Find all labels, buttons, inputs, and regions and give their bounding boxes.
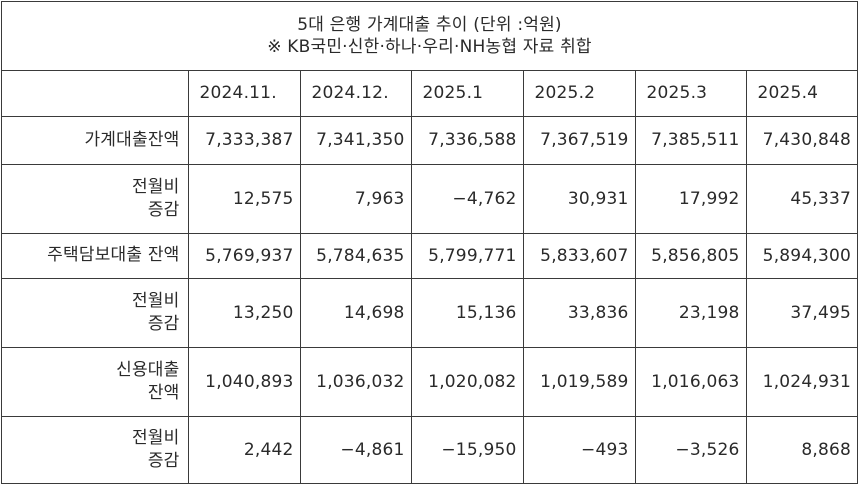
table-cell: 7,385,511: [634, 115, 747, 165]
table-row: 전월비 증감 12,575 7,963 −4,762 30,931 17,992 …: [2, 163, 857, 234]
table-caption: 5대 은행 가계대출 추이 (단위 :억원) ※ KB국민·신한·하나·우리·N…: [2, 2, 857, 71]
table-cell: 5,769,937: [187, 232, 301, 279]
table-cell: 1,036,032: [299, 346, 412, 417]
table-cell: −4,861: [299, 415, 412, 483]
table-cell: 7,430,848: [745, 115, 857, 165]
column-header: 2025.1: [410, 71, 524, 117]
table-cell: 1,019,589: [522, 346, 636, 417]
table-cell: −3,526: [634, 415, 747, 483]
table-cell: 8,868: [745, 415, 857, 483]
table-cell: 14,698: [299, 277, 412, 348]
table-cell: 30,931: [522, 163, 636, 234]
table-cell: 5,894,300: [745, 232, 857, 279]
row-label: 신용대출 잔액: [2, 346, 189, 417]
table-cell: 33,836: [522, 277, 636, 348]
column-header: 2024.12.: [299, 71, 412, 117]
column-header: 2024.11.: [187, 71, 301, 117]
table-cell: 2,442: [187, 415, 301, 483]
table-cell: −493: [522, 415, 636, 483]
table-cell: 5,856,805: [634, 232, 747, 279]
table-cell: 15,136: [410, 277, 524, 348]
table-cell: 45,337: [745, 163, 857, 234]
table-cell: 23,198: [634, 277, 747, 348]
table-source-note: ※ KB국민·신한·하나·우리·NH농협 자료 취합: [267, 37, 592, 57]
table-cell: 1,040,893: [187, 346, 301, 417]
table-cell: 7,341,350: [299, 115, 412, 165]
table-title: 5대 은행 가계대출 추이 (단위 :억원): [297, 15, 562, 35]
table-row: 가계대출잔액 7,333,387 7,341,350 7,336,588 7,3…: [2, 115, 857, 165]
column-header: 2025.2: [522, 71, 636, 117]
table-cell: −4,762: [410, 163, 524, 234]
table-row: 주택담보대출 잔액 5,769,937 5,784,635 5,799,771 …: [2, 232, 857, 279]
row-label: 가계대출잔액: [2, 115, 189, 165]
table-row: 전월비 증감 13,250 14,698 15,136 33,836 23,198…: [2, 277, 857, 348]
table-cell: 1,016,063: [634, 346, 747, 417]
table-row: 전월비 증감 2,442 −4,861 −15,950 −493 −3,526 8…: [2, 415, 857, 483]
table-cell: 13,250: [187, 277, 301, 348]
table-cell: 7,963: [299, 163, 412, 234]
column-header: 2025.3: [634, 71, 747, 117]
table-cell: 1,020,082: [410, 346, 524, 417]
table-cell: 5,799,771: [410, 232, 524, 279]
row-label: 주택담보대출 잔액: [2, 232, 189, 279]
header-row: 2024.11. 2024.12. 2025.1 2025.2 2025.3 2…: [2, 71, 857, 117]
row-label: 전월비 증감: [2, 163, 189, 234]
table-cell: 1,024,931: [745, 346, 857, 417]
household-loan-table: 2024.11. 2024.12. 2025.1 2025.2 2025.3 2…: [2, 71, 857, 483]
row-label: 전월비 증감: [2, 415, 189, 483]
table-cell: 7,333,387: [187, 115, 301, 165]
corner-cell: [2, 71, 189, 117]
row-label: 전월비 증감: [2, 277, 189, 348]
table-cell: 37,495: [745, 277, 857, 348]
table-cell: −15,950: [410, 415, 524, 483]
table-cell: 7,336,588: [410, 115, 524, 165]
table-cell: 7,367,519: [522, 115, 636, 165]
table-cell: 12,575: [187, 163, 301, 234]
column-header: 2025.4: [745, 71, 857, 117]
table-row: 신용대출 잔액 1,040,893 1,036,032 1,020,082 1,0…: [2, 346, 857, 417]
table-cell: 5,784,635: [299, 232, 412, 279]
table-cell: 5,833,607: [522, 232, 636, 279]
table-cell: 17,992: [634, 163, 747, 234]
